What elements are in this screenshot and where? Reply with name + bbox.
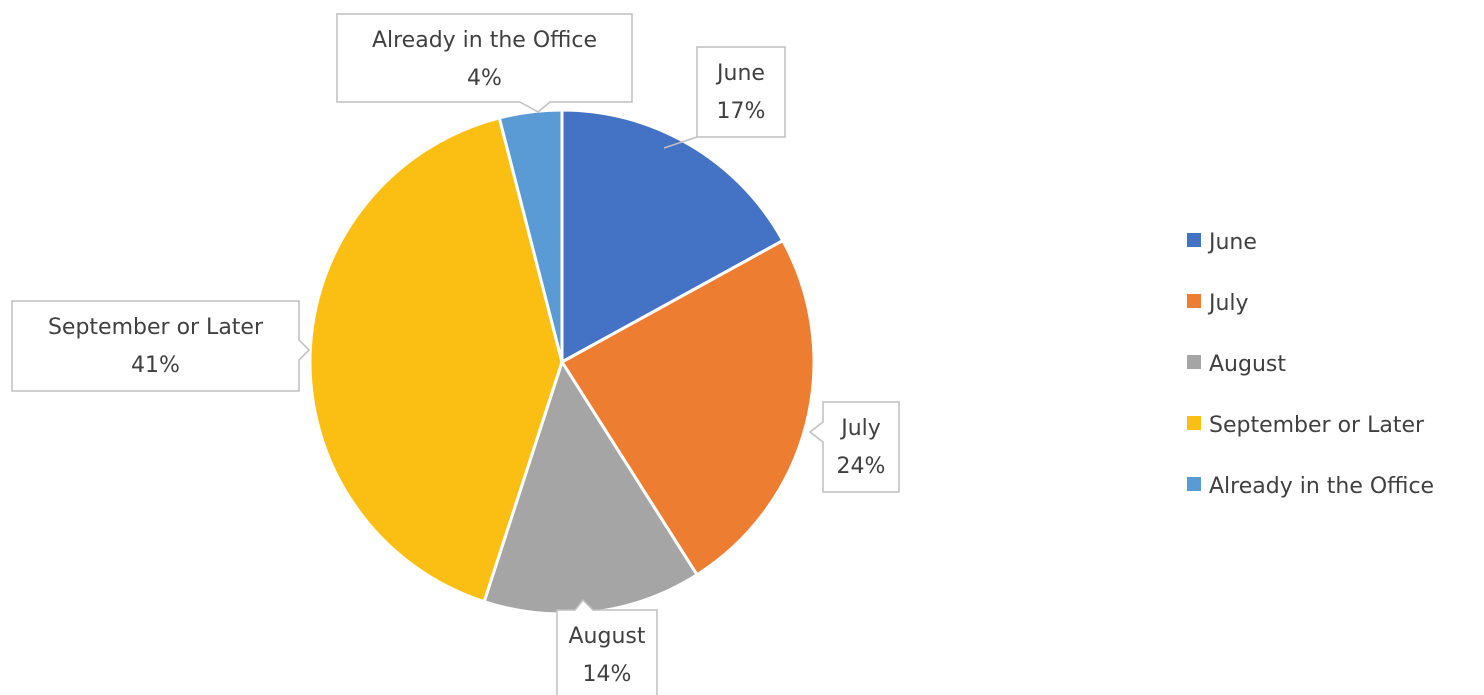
data-label-category: July [839, 416, 881, 441]
data-label-category: September or Later [48, 315, 264, 340]
legend-swatch [1187, 416, 1201, 430]
legend-swatch [1187, 294, 1201, 308]
callout-box [556, 598, 658, 695]
legend: June July August September or Later Already … [1187, 230, 1434, 499]
data-label-category: August [569, 624, 646, 649]
callout-box [11, 300, 311, 392]
legend-label: August [1209, 352, 1286, 377]
callout-july: July 24% [808, 401, 900, 493]
data-label-category: June [715, 61, 765, 86]
legend-entry-june: June [1187, 230, 1257, 255]
pie-slice-june [560, 108, 785, 364]
data-label-value: 4% [467, 66, 502, 91]
legend-entry-august: August [1187, 352, 1286, 377]
pie-slice-already-in-the-office [497, 108, 564, 364]
data-label-category: Already in the Office [372, 28, 597, 53]
legend-entry-september-or-later: September or Later [1187, 413, 1425, 438]
callout-september-or-later: September or Later 41% [11, 300, 311, 392]
callout-box [808, 401, 900, 493]
callout-august: August 14% [556, 598, 658, 695]
legend-label: June [1207, 230, 1257, 255]
legend-label: September or Later [1209, 413, 1425, 438]
callout-leader-line [663, 136, 698, 149]
legend-label: July [1207, 291, 1249, 316]
legend-swatch [1187, 477, 1201, 491]
data-label-callouts: June 17% July 24% August 14% September or Late… [11, 13, 900, 695]
callout-already-in-the-office: Already in the Office 4% [336, 13, 633, 113]
data-label-value: 14% [583, 662, 632, 687]
legend-entry-already-in-the-office: Already in the Office [1187, 474, 1434, 499]
legend-swatch [1187, 233, 1201, 247]
legend-swatch [1187, 355, 1201, 369]
data-label-value: 41% [131, 353, 180, 378]
data-label-value: 24% [837, 454, 886, 479]
callout-june: June 17% [663, 46, 786, 149]
data-label-value: 17% [717, 99, 766, 124]
callout-box [336, 13, 633, 113]
pie-slices [308, 108, 816, 616]
pie-slice-september-or-later [308, 116, 564, 604]
callout-box [696, 46, 786, 138]
legend-entry-july: July [1187, 291, 1249, 316]
pie-slice-july [560, 239, 816, 577]
legend-label: Already in the Office [1209, 474, 1434, 499]
